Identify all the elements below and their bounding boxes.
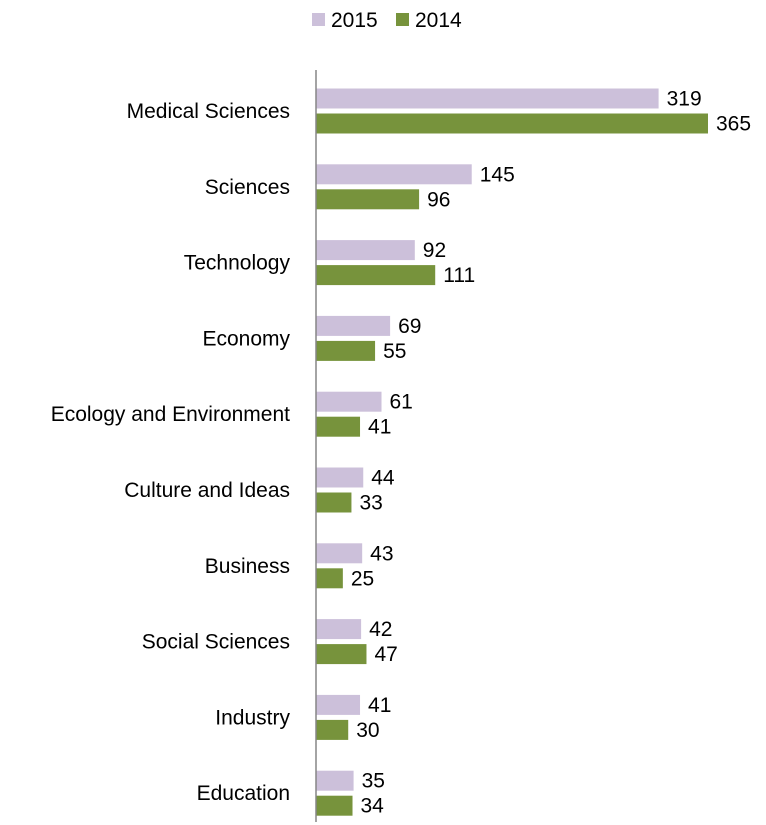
category-label-culture-and-ideas: Culture and Ideas	[124, 479, 290, 502]
bar-education-2014	[316, 795, 353, 816]
value-label-economy-2015: 69	[398, 315, 421, 338]
legend: 2015 2014	[312, 9, 462, 32]
bar-economy-2015	[316, 315, 391, 336]
bar-technology-2015	[316, 240, 415, 261]
value-label-sciences-2015: 145	[480, 163, 515, 186]
value-label-education-2014: 34	[361, 795, 385, 818]
category-label-economy: Economy	[202, 327, 290, 350]
value-label-education-2015: 35	[362, 770, 385, 793]
value-label-culture-and-ideas-2015: 44	[371, 467, 395, 490]
value-label-industry-2014: 30	[356, 719, 379, 742]
value-label-technology-2015: 92	[423, 239, 446, 262]
bar-culture-and-ideas-2014	[316, 492, 352, 513]
value-label-medical-sciences-2015: 319	[667, 88, 702, 111]
category-label-sciences: Sciences	[205, 176, 290, 199]
value-label-economy-2014: 55	[383, 340, 406, 363]
bar-business-2015	[316, 543, 363, 564]
category-label-industry: Industry	[215, 706, 290, 729]
category-label-education: Education	[197, 782, 290, 805]
bar-ecology-and-environment-2015	[316, 391, 382, 412]
value-label-ecology-and-environment-2015: 61	[390, 391, 413, 414]
value-label-social-sciences-2014: 47	[374, 643, 397, 666]
bar-technology-2014	[316, 265, 436, 286]
bar-economy-2014	[316, 340, 376, 361]
bar-sciences-2014	[316, 189, 420, 210]
bar-education-2015	[316, 770, 354, 791]
legend-swatch-2014	[396, 13, 409, 26]
value-label-technology-2014: 111	[443, 264, 475, 287]
bar-industry-2014	[316, 719, 349, 740]
value-label-medical-sciences-2014: 365	[716, 113, 751, 136]
bar-social-sciences-2014	[316, 644, 367, 665]
plot-area: 3193651459692111695561414433432542474130…	[316, 88, 751, 818]
value-label-sciences-2014: 96	[427, 188, 450, 211]
bar-business-2014	[316, 568, 343, 589]
category-label-business: Business	[205, 555, 290, 578]
bar-industry-2015	[316, 694, 361, 715]
bar-ecology-and-environment-2014	[316, 416, 361, 437]
value-label-business-2014: 25	[351, 567, 374, 590]
category-label-social-sciences: Social Sciences	[142, 631, 290, 654]
value-label-business-2015: 43	[370, 542, 393, 565]
category-label-ecology-and-environment: Ecology and Environment	[51, 403, 290, 426]
legend-label-2014: 2014	[415, 9, 462, 32]
value-label-industry-2015: 41	[368, 694, 391, 717]
value-label-culture-and-ideas-2014: 33	[359, 492, 382, 515]
legend-swatch-2015	[312, 13, 325, 26]
bar-medical-sciences-2014	[316, 113, 708, 134]
category-label-medical-sciences: Medical Sciences	[127, 100, 290, 123]
bar-sciences-2015	[316, 164, 472, 185]
bar-medical-sciences-2015	[316, 88, 659, 109]
legend-label-2015: 2015	[331, 9, 378, 32]
bar-social-sciences-2015	[316, 619, 362, 640]
value-label-social-sciences-2015: 42	[369, 618, 392, 641]
category-axis-labels: Medical Sciences Sciences Technology Econom…	[51, 100, 291, 805]
category-label-technology: Technology	[184, 252, 291, 275]
value-label-ecology-and-environment-2014: 41	[368, 416, 391, 439]
bar-culture-and-ideas-2015	[316, 467, 364, 488]
